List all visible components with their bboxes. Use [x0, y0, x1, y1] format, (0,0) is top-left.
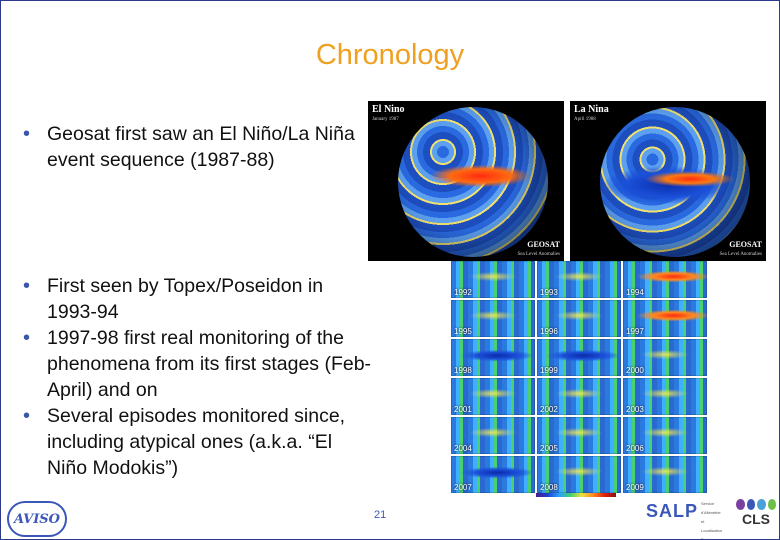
cls-dot — [736, 499, 745, 510]
bullet-item: Several episodes monitored since, includ… — [23, 403, 373, 481]
year-label: 2005 — [540, 444, 558, 453]
globe-title: La Nina — [574, 104, 609, 115]
year-map-2000: 2000 — [623, 339, 707, 376]
year-label: 2004 — [454, 444, 472, 453]
year-label: 1997 — [626, 327, 644, 336]
year-map-1996: 1996 — [537, 300, 621, 337]
year-map-1993: 1993 — [537, 261, 621, 298]
bullet-list-bottom: First seen by Topex/Poseidon in 1993-94 … — [23, 273, 373, 481]
bullet-item: 1997-98 first real monitoring of the phe… — [23, 325, 373, 403]
year-map-2005: 2005 — [537, 417, 621, 454]
cls-dot — [757, 499, 766, 510]
year-label: 1993 — [540, 288, 558, 297]
salp-text-line: Précise — [701, 537, 715, 540]
globe-brand: GEOSAT — [729, 240, 762, 249]
cls-logo: CLS — [736, 497, 776, 537]
aviso-logo: AVISO — [7, 501, 67, 537]
salp-logo-text: Service d'Altimétrie et Localisation Précise — [701, 499, 733, 540]
cls-logo-dots — [736, 499, 776, 510]
el-nino-globe-image: El Nino January 1987 GEOSAT Sea Level An… — [368, 101, 564, 261]
globe-date: April 1988 — [574, 117, 596, 122]
globe-map — [398, 107, 548, 257]
year-label: 2001 — [454, 405, 472, 414]
bullet-item: Geosat first saw an El Niño/La Niña even… — [23, 121, 373, 173]
globe-map — [600, 107, 750, 257]
year-label: 2003 — [626, 405, 644, 414]
color-scale-bar — [536, 493, 616, 498]
year-label: 1995 — [454, 327, 472, 336]
year-map-2003: 2003 — [623, 378, 707, 415]
yearly-anomaly-grid: 1992 1993 1994 1995 1996 1997 1998 1999 2000 2001… — [451, 261, 709, 497]
cls-dot — [746, 499, 755, 510]
year-map-1994: 1994 — [623, 261, 707, 298]
slide-footer — [1, 497, 779, 539]
year-map-2004: 2004 — [451, 417, 535, 454]
slide-title: Chronology — [315, 39, 465, 71]
cls-dot — [767, 499, 776, 510]
year-map-1998: 1998 — [451, 339, 535, 376]
year-label: 1994 — [626, 288, 644, 297]
year-label: 2009 — [626, 483, 644, 492]
globe-brand: GEOSAT — [527, 240, 560, 249]
year-map-1997: 1997 — [623, 300, 707, 337]
globe-subtitle: Sea Level Anomalies — [517, 252, 561, 257]
year-map-2001: 2001 — [451, 378, 535, 415]
salp-text-line: Service — [701, 501, 715, 506]
year-map-1992: 1992 — [451, 261, 535, 298]
bullet-item: First seen by Topex/Poseidon in 1993-94 — [23, 273, 373, 325]
year-map-2006: 2006 — [623, 417, 707, 454]
salp-text-line: d'Altimétrie — [701, 510, 721, 515]
year-map-1999: 1999 — [537, 339, 621, 376]
year-map-2007: 2007 — [451, 456, 535, 493]
salp-text-line: Localisation — [701, 528, 723, 533]
bullet-list-top: Geosat first saw an El Niño/La Niña even… — [23, 121, 373, 173]
year-map-1995: 1995 — [451, 300, 535, 337]
year-label: 2008 — [540, 483, 558, 492]
globe-date: January 1987 — [372, 117, 399, 122]
year-map-2008: 2008 — [537, 456, 621, 493]
globe-title: El Nino — [372, 104, 405, 115]
year-label: 2006 — [626, 444, 644, 453]
la-nina-globe-image: La Nina April 1988 GEOSAT Sea Level Anom… — [570, 101, 766, 261]
cls-logo-text: CLS — [742, 511, 770, 527]
year-label: 2002 — [540, 405, 558, 414]
year-label: 2007 — [454, 483, 472, 492]
year-label: 1998 — [454, 366, 472, 375]
year-label: 1996 — [540, 327, 558, 336]
page-number: 21 — [374, 509, 387, 521]
year-map-2009: 2009 — [623, 456, 707, 493]
year-label: 1999 — [540, 366, 558, 375]
salp-text-line: et — [701, 519, 705, 524]
globe-subtitle: Sea Level Anomalies — [719, 252, 763, 257]
salp-logo: SALP — [646, 501, 699, 521]
year-label: 1992 — [454, 288, 472, 297]
year-label: 2000 — [626, 366, 644, 375]
year-map-2002: 2002 — [537, 378, 621, 415]
